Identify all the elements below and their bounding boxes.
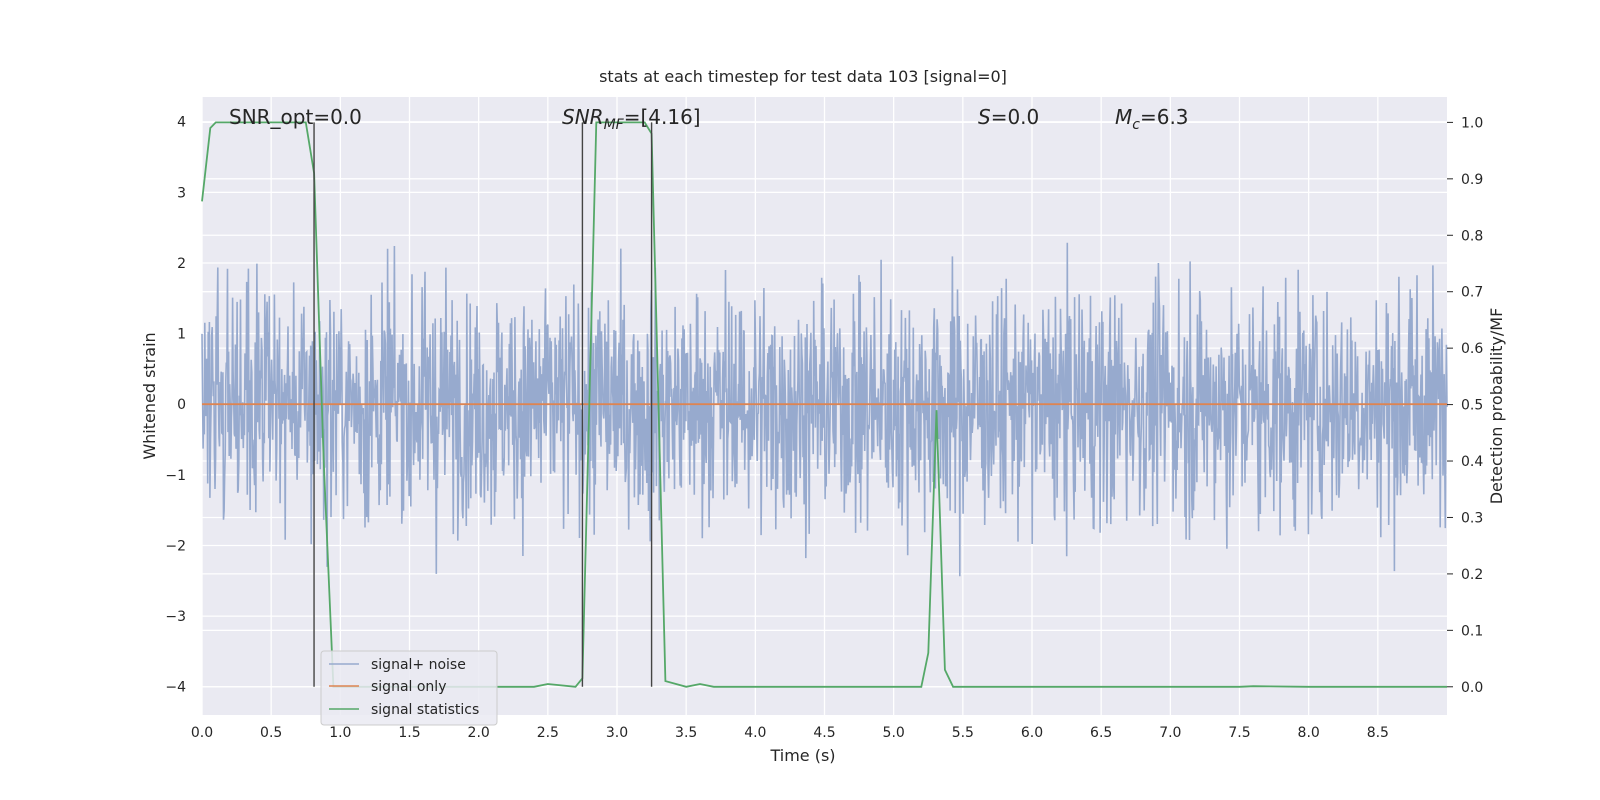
y-right-tick-label: 0.6 xyxy=(1461,341,1483,357)
x-axis-label: Time (s) xyxy=(769,746,835,765)
y-right-axis-ticks: 1.0 0.9 0.8 0.7 0.6 0.5 0.4 0.3 0.2 0.1 0.0 xyxy=(1447,115,1483,696)
y-left-tick-label: −1 xyxy=(165,468,186,484)
x-tick-label: 3.5 xyxy=(675,725,697,741)
annotation-snr-mf-value: =[4.16] xyxy=(624,105,701,129)
y-right-tick-label: 0.0 xyxy=(1461,680,1483,696)
x-tick-label: 1.5 xyxy=(398,725,420,741)
x-tick-label: 7.5 xyxy=(1228,725,1250,741)
y-right-tick-label: 0.4 xyxy=(1461,454,1483,470)
y-right-tick-label: 0.7 xyxy=(1461,285,1483,301)
y-right-tick-label: 1.0 xyxy=(1461,115,1483,131)
x-tick-label: 5.5 xyxy=(952,725,974,741)
annotation-s-main: S xyxy=(978,105,991,129)
annotation-s: S=0.0 xyxy=(978,105,1039,129)
annotation-mc-value: =6.3 xyxy=(1140,105,1189,129)
y-left-tick-label: 1 xyxy=(177,327,186,343)
vertical-markers xyxy=(313,122,653,687)
x-tick-label: 6.5 xyxy=(1090,725,1112,741)
x-tick-label: 0.0 xyxy=(191,725,213,741)
y-left-tick-label: 2 xyxy=(177,256,186,272)
x-tick-label: 5.0 xyxy=(883,725,905,741)
x-tick-label: 0.5 xyxy=(260,725,282,741)
x-tick-label: 4.5 xyxy=(813,725,835,741)
x-tick-label: 2.5 xyxy=(537,725,559,741)
annotation-snr-opt: SNR_opt=0.0 xyxy=(229,105,362,129)
annotation-snr-mf-main: SNR xyxy=(562,105,604,129)
y-right-axis-label: Detection probability/MF xyxy=(1487,308,1506,505)
y-right-tick-label: 0.9 xyxy=(1461,172,1483,188)
legend: signal+ noise signal only signal statist… xyxy=(320,650,498,726)
annotation-snr-mf-sub: MF xyxy=(604,117,625,133)
series-signal-statistics-line xyxy=(201,121,1447,688)
chart-title: stats at each timestep for test data 103… xyxy=(599,67,1007,86)
legend-label-signal-statistics: signal statistics xyxy=(371,702,479,718)
x-tick-label: 2.0 xyxy=(468,725,490,741)
legend-label-signal-noise: signal+ noise xyxy=(371,657,466,673)
annotation-s-value: =0.0 xyxy=(991,105,1040,129)
x-tick-label: 6.0 xyxy=(1021,725,1043,741)
y-left-tick-label: −4 xyxy=(165,680,186,696)
annotation-mc-sub: c xyxy=(1132,117,1140,133)
y-left-tick-label: 3 xyxy=(177,185,186,201)
y-left-tick-label: 0 xyxy=(177,397,186,413)
x-tick-label: 8.5 xyxy=(1367,725,1389,741)
y-right-tick-label: 0.8 xyxy=(1461,228,1483,244)
annotation-mc: Mc=6.3 xyxy=(1115,105,1189,133)
y-left-axis-label: Whitened strain xyxy=(140,332,159,459)
y-left-tick-label: −2 xyxy=(165,538,186,554)
y-left-tick-label: 4 xyxy=(177,115,186,131)
x-tick-label: 4.0 xyxy=(744,725,766,741)
series-signal-noise xyxy=(201,242,1448,577)
x-tick-label: 1.0 xyxy=(329,725,351,741)
legend-label-signal-only: signal only xyxy=(371,679,446,695)
series-signal-noise-line xyxy=(201,242,1448,577)
x-tick-label: 3.0 xyxy=(606,725,628,741)
y-right-tick-label: 0.2 xyxy=(1461,567,1483,583)
x-axis-ticks: 0.0 0.5 1.0 1.5 2.0 2.5 3.0 3.5 4.0 4.5 5.0 5.5 6.0 6… xyxy=(191,725,1389,741)
x-tick-label: 7.0 xyxy=(1159,725,1181,741)
annotation-snr-mf: SNRMF=[4.16] xyxy=(562,105,701,133)
x-tick-label: 8.0 xyxy=(1298,725,1320,741)
y-left-tick-label: −3 xyxy=(165,609,186,625)
series-lines xyxy=(201,121,1447,688)
legend-box xyxy=(320,650,498,726)
y-right-tick-label: 0.1 xyxy=(1461,623,1483,639)
y-right-tick-label: 0.3 xyxy=(1461,510,1483,526)
y-left-axis-ticks: 4 3 2 1 0 −1 −2 −3 −4 xyxy=(165,115,186,696)
annotation-mc-main: M xyxy=(1115,105,1132,129)
y-right-tick-label: 0.5 xyxy=(1461,398,1483,414)
